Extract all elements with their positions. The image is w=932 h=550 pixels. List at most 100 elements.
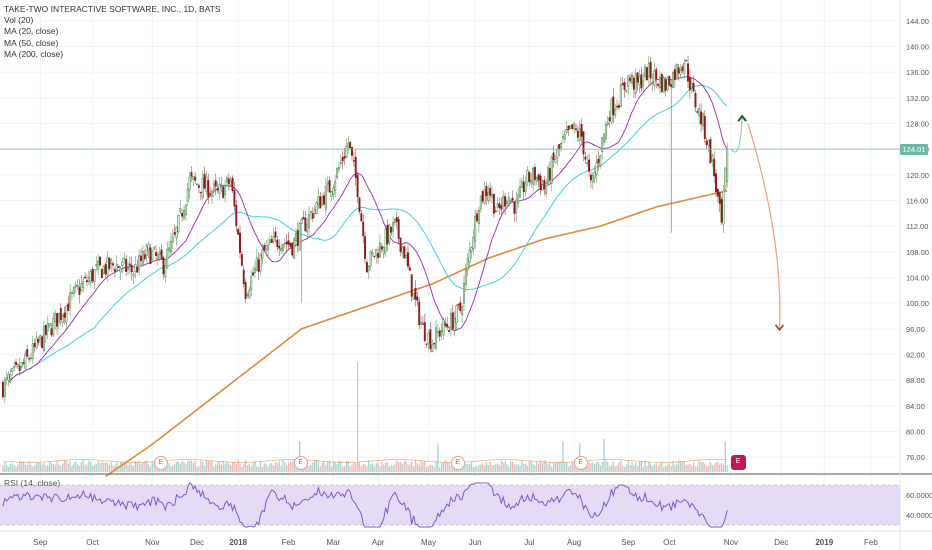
volume-bar [43, 462, 45, 472]
candle-body [616, 105, 619, 108]
candle-body [155, 252, 157, 256]
candle-body [211, 190, 213, 197]
earnings-marker-upcoming[interactable]: E [730, 455, 746, 470]
volume-bar [720, 463, 723, 472]
candle-body [621, 83, 624, 86]
volume-bar [28, 461, 30, 472]
rsi-legend[interactable]: RSI (14, close) [4, 478, 61, 488]
ma20-line [8, 76, 728, 383]
candle-body [522, 181, 525, 193]
candle-body [498, 203, 501, 208]
candle-body [444, 323, 447, 326]
candle-body [365, 262, 368, 273]
volume-bar [358, 461, 361, 472]
candle-body [420, 321, 423, 325]
volume-bar [35, 462, 38, 472]
candle-body [235, 204, 238, 227]
legend-ma20[interactable]: MA (20, close) [4, 26, 59, 37]
legend-ma50[interactable]: MA (50, close) [4, 37, 59, 48]
last-price-badge: 124.01 [900, 143, 928, 155]
volume-bar [418, 464, 420, 472]
candle-body [214, 180, 217, 187]
candle-body [405, 255, 408, 258]
volume-bar [241, 466, 243, 472]
volume-bar [427, 466, 430, 472]
price-tick-label: 112.00 [906, 222, 928, 231]
candle-body [304, 217, 307, 232]
candle-body [610, 99, 613, 123]
volume-bar [114, 465, 116, 472]
symbol-title[interactable]: TAKE-TWO INTERACTIVE SOFTWARE, INC., 1D,… [4, 4, 221, 14]
volume-bar [202, 462, 204, 472]
legend-vol[interactable]: Vol (20) [4, 15, 34, 26]
candle-body [43, 326, 45, 351]
candle-body [255, 257, 258, 271]
volume-bar [306, 460, 308, 472]
volume-bar [601, 461, 603, 472]
volume-bar [394, 463, 396, 472]
price-tick-label: 132.00 [906, 94, 929, 103]
candle-body [15, 361, 17, 365]
volume-bar [338, 460, 340, 472]
volume-bar [11, 463, 13, 472]
volume-bar [82, 460, 84, 472]
candle-body [599, 155, 602, 166]
candle-body [632, 77, 635, 90]
candle-body [128, 263, 131, 266]
candle-body [151, 250, 154, 260]
candle-body [112, 263, 115, 266]
volume-bar [694, 466, 697, 472]
volume-bar [543, 460, 545, 472]
earnings-marker[interactable]: E [450, 456, 465, 470]
time-tick-label: Jun [469, 538, 482, 547]
candle-body [362, 221, 365, 237]
volume-bar [123, 461, 125, 472]
volume-bar [610, 465, 613, 472]
candle-body [416, 296, 419, 301]
time-axis[interactable]: Sep Oct Nov Dec 2018 Feb Mar Apr May Jun Jul Aug Sep… [33, 538, 878, 547]
candle-body [435, 327, 437, 349]
candle-body [184, 204, 187, 216]
price-tick-label: 144.00 [906, 17, 929, 26]
volume-bar [663, 467, 665, 472]
volume-bar [134, 461, 137, 472]
candle-body [713, 158, 716, 177]
earnings-marker[interactable]: E [153, 456, 168, 470]
volume-bar [373, 466, 376, 472]
volume-bar [599, 465, 601, 472]
volume-bar [289, 461, 292, 472]
volume-bar [558, 461, 560, 472]
volume-bar [47, 465, 49, 472]
candle-body [494, 210, 497, 213]
volume-bar [370, 464, 372, 472]
volume-bar [93, 464, 96, 472]
candle-body [675, 64, 678, 78]
volume-bar [515, 464, 517, 472]
legend-ma200[interactable]: MA (200, close) [4, 48, 64, 59]
volume-bar [620, 460, 622, 472]
candle-body [685, 59, 688, 62]
time-tick-label: Apr [372, 538, 385, 547]
volume-bar [446, 461, 448, 472]
candle-body [18, 366, 21, 371]
earnings-marker[interactable]: E [293, 456, 308, 470]
volume-bar [52, 464, 54, 472]
volume-bar [521, 460, 523, 472]
volume-bar [605, 460, 607, 472]
candle-body [186, 188, 189, 202]
volume-bar [524, 463, 527, 472]
price-axis[interactable]: 76.00 80.00 84.00 88.00 92.00 96.00 100.00 104.… [906, 17, 929, 462]
volume-bar [424, 461, 426, 472]
earnings-marker[interactable]: E [573, 456, 588, 470]
volume-bar [125, 461, 127, 472]
candle-body [199, 191, 202, 194]
candle-body [229, 180, 232, 186]
volume-bar [351, 464, 353, 472]
candle-body [377, 253, 380, 259]
volume-bar [539, 460, 542, 472]
candle-body [63, 312, 66, 318]
time-tick-label: Sep [33, 538, 48, 547]
volume-bar [168, 463, 170, 472]
candle-body [285, 241, 288, 245]
